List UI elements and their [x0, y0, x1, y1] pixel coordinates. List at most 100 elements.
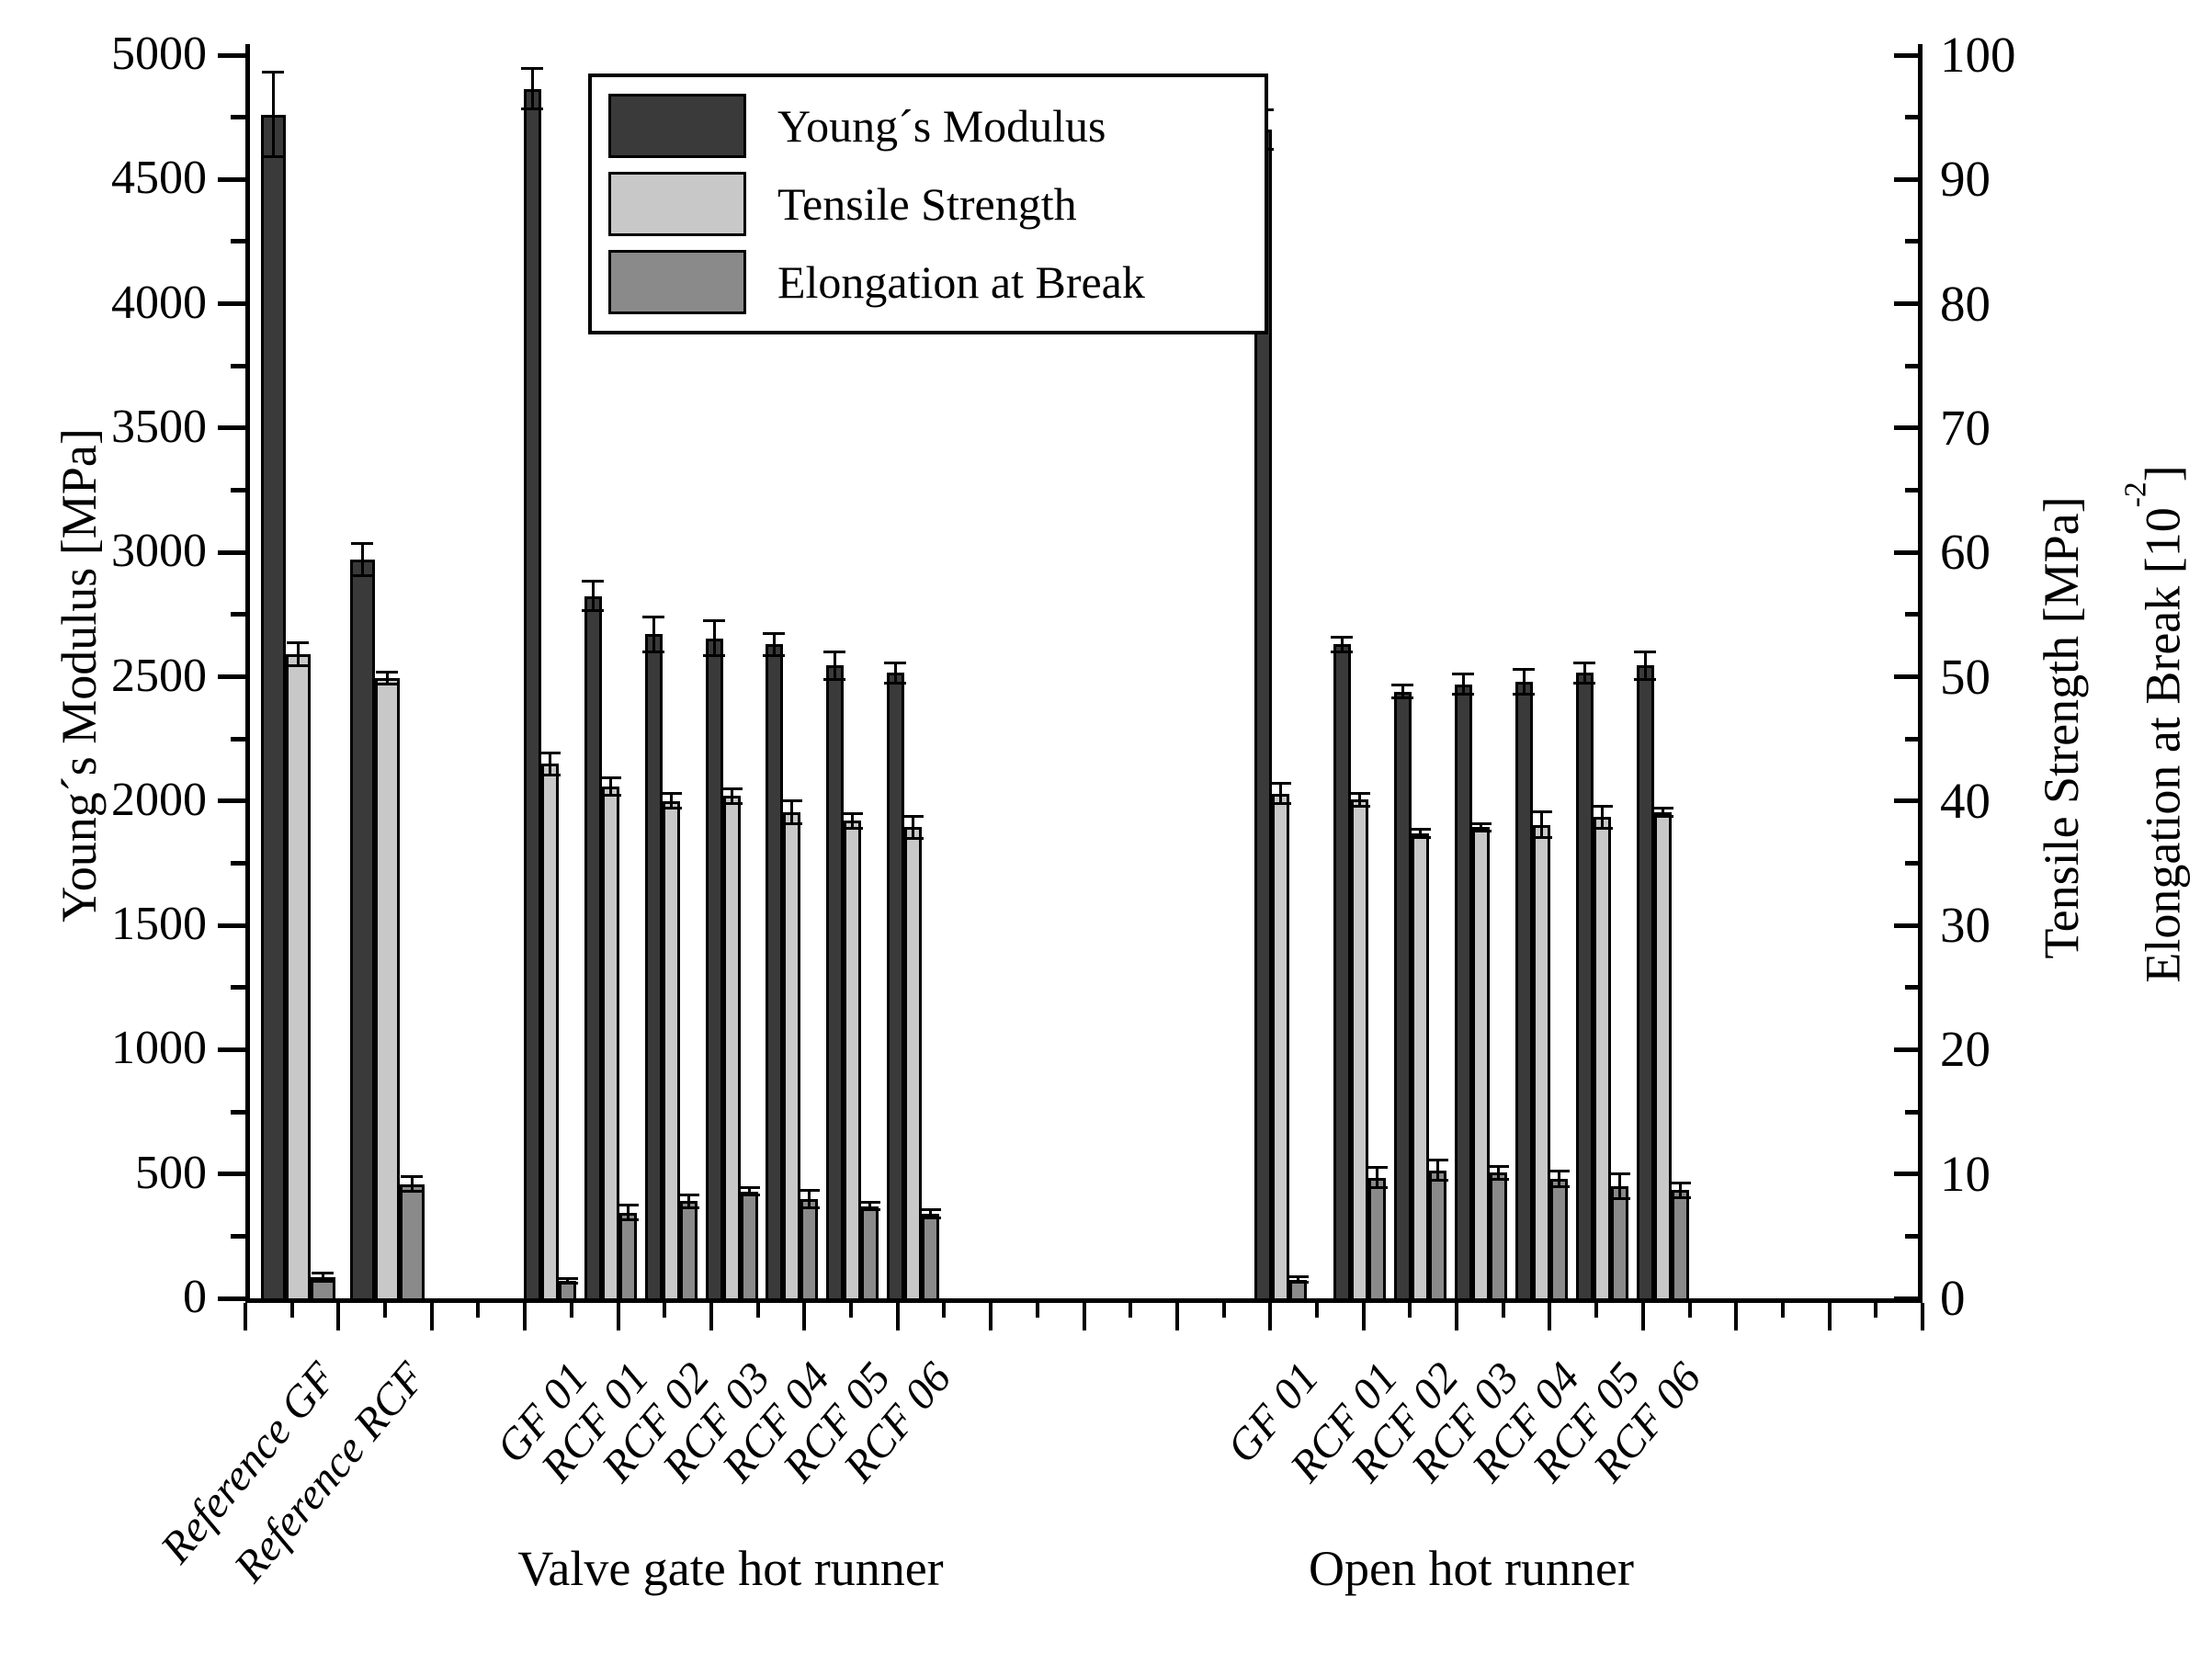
err-youngs-modulus-cap-top — [1573, 662, 1595, 665]
err-tensile-strength-line — [1479, 823, 1482, 832]
err-elongation-at-break-cap-bottom — [738, 1194, 760, 1197]
err-elongation-at-break-line — [686, 1194, 690, 1208]
err-tensile-strength-cap-bottom — [599, 793, 621, 797]
err-youngs-modulus-cap-top — [582, 579, 604, 583]
y-axis-left-tick-label: 1000 — [111, 1022, 207, 1075]
err-youngs-modulus-line — [1340, 637, 1344, 652]
y-axis-right-major-tick — [1894, 1172, 1918, 1177]
err-elongation-at-break-cap-bottom — [858, 1208, 880, 1212]
err-elongation-at-break-line — [626, 1205, 630, 1220]
err-tensile-strength-line — [1539, 811, 1543, 838]
x-axis-line — [245, 1298, 1923, 1303]
err-elongation-at-break-cap-bottom — [1366, 1186, 1388, 1190]
err-youngs-modulus-line — [652, 617, 655, 652]
err-youngs-modulus-line — [1401, 685, 1404, 698]
err-youngs-modulus-cap-top — [351, 542, 373, 546]
x-axis-minor-tick — [849, 1303, 854, 1318]
bar-elongation-at-break — [740, 1191, 758, 1298]
err-elongation-at-break-cap-top — [1366, 1166, 1388, 1170]
err-tensile-strength-line — [789, 800, 793, 824]
err-elongation-at-break-cap-bottom — [1287, 1280, 1309, 1284]
err-tensile-strength-cap-bottom — [780, 821, 802, 825]
err-tensile-strength-cap-top — [780, 799, 802, 803]
err-elongation-at-break-line — [410, 1176, 414, 1192]
err-elongation-at-break-cap-bottom — [1548, 1184, 1570, 1188]
err-youngs-modulus-cap-bottom — [823, 677, 845, 681]
bar-tensile-strength — [1471, 827, 1490, 1298]
bar-youngs-modulus — [1514, 681, 1533, 1298]
y-axis-left-tick-label: 0 — [183, 1271, 207, 1323]
err-elongation-at-break-cap-top — [556, 1276, 578, 1280]
err-tensile-strength-cap-bottom — [539, 773, 561, 776]
err-youngs-modulus-cap-top — [521, 67, 543, 71]
err-youngs-modulus-cap-bottom — [351, 574, 373, 578]
y-axis-left-minor-tick — [231, 115, 245, 120]
err-elongation-at-break-cap-bottom — [1426, 1178, 1448, 1182]
err-youngs-modulus-cap-top — [823, 650, 845, 653]
y-axis-left-major-tick — [218, 301, 245, 307]
x-axis-minor-tick — [1780, 1303, 1785, 1318]
x-axis-minor-tick — [383, 1303, 388, 1318]
x-axis-major-tick — [1268, 1303, 1273, 1330]
err-tensile-strength-cap-top — [902, 814, 924, 818]
right-axis-title-elongation-suffix: ] — [2135, 465, 2191, 482]
y-axis-right-line — [1918, 44, 1923, 1303]
x-axis-major-tick — [802, 1303, 807, 1330]
err-elongation-at-break-cap-bottom — [312, 1279, 334, 1283]
bar-tensile-strength — [782, 811, 800, 1298]
err-elongation-at-break-cap-bottom — [1608, 1197, 1630, 1201]
bar-elongation-at-break — [618, 1212, 637, 1298]
y-axis-left-tick-label: 500 — [135, 1146, 207, 1199]
err-elongation-at-break-cap-bottom — [1669, 1195, 1691, 1199]
bar-youngs-modulus — [1333, 644, 1351, 1298]
y-axis-left-minor-tick — [231, 736, 245, 742]
err-tensile-strength-cap-bottom — [1348, 804, 1370, 808]
y-axis-right-major-tick — [1894, 549, 1918, 555]
legend-label-elongation-at-break: Elongation at Break — [777, 256, 1145, 309]
y-axis-right-tick-label: 50 — [1940, 648, 1991, 705]
right-axis-title-elongation-superscript: -2 — [2118, 481, 2153, 508]
x-axis-major-tick — [429, 1303, 434, 1330]
err-tensile-strength-cap-bottom — [660, 807, 682, 810]
err-tensile-strength-cap-bottom — [1269, 802, 1291, 805]
err-tensile-strength-line — [1418, 829, 1422, 838]
y-axis-right-major-tick — [1894, 674, 1918, 679]
y-axis-left-minor-tick — [231, 363, 245, 368]
err-tensile-strength-line — [1661, 808, 1664, 817]
err-tensile-strength-cap-top — [376, 670, 398, 674]
err-elongation-at-break-cap-top — [1287, 1275, 1309, 1279]
err-elongation-at-break-line — [1435, 1160, 1439, 1181]
err-elongation-at-break-cap-top — [919, 1208, 941, 1212]
bar-youngs-modulus — [260, 114, 286, 1298]
err-youngs-modulus-cap-bottom — [1331, 650, 1353, 653]
x-axis-major-tick — [1174, 1303, 1179, 1330]
y-axis-right-tick-label: 80 — [1940, 275, 1991, 332]
y-axis-right-tick-label: 10 — [1940, 1145, 1991, 1202]
y-axis-right-major-tick — [1894, 1296, 1918, 1301]
err-tensile-strength-line — [850, 813, 854, 829]
err-tensile-strength-cap-top — [841, 811, 863, 815]
bar-youngs-modulus — [1575, 673, 1594, 1298]
x-axis-major-tick — [244, 1303, 247, 1330]
err-elongation-at-break-line — [747, 1187, 751, 1195]
left-axis-title: Young´s Modulus [MPa] — [51, 428, 107, 923]
err-youngs-modulus-cap-top — [642, 616, 664, 619]
err-youngs-modulus-cap-bottom — [763, 653, 785, 657]
y-axis-right-minor-tick — [1905, 363, 1918, 368]
y-axis-right-major-tick — [1894, 798, 1918, 804]
err-elongation-at-break-cap-top — [1608, 1172, 1630, 1176]
bar-tensile-strength — [285, 654, 311, 1298]
x-axis-major-tick — [1734, 1303, 1739, 1330]
bar-tensile-strength — [540, 764, 559, 1298]
err-youngs-modulus-cap-top — [1513, 667, 1535, 671]
err-tensile-strength-cap-bottom — [1591, 827, 1613, 831]
bar-elongation-at-break — [1671, 1190, 1689, 1298]
err-youngs-modulus-cap-bottom — [1513, 692, 1535, 696]
bar-tensile-strength — [1350, 799, 1368, 1298]
bar-youngs-modulus — [1454, 684, 1472, 1298]
bar-youngs-modulus — [825, 665, 844, 1298]
x-axis-minor-tick — [1314, 1303, 1319, 1318]
bar-youngs-modulus — [523, 88, 541, 1298]
err-tensile-strength-cap-top — [539, 751, 561, 754]
err-tensile-strength-cap-bottom — [287, 663, 309, 667]
